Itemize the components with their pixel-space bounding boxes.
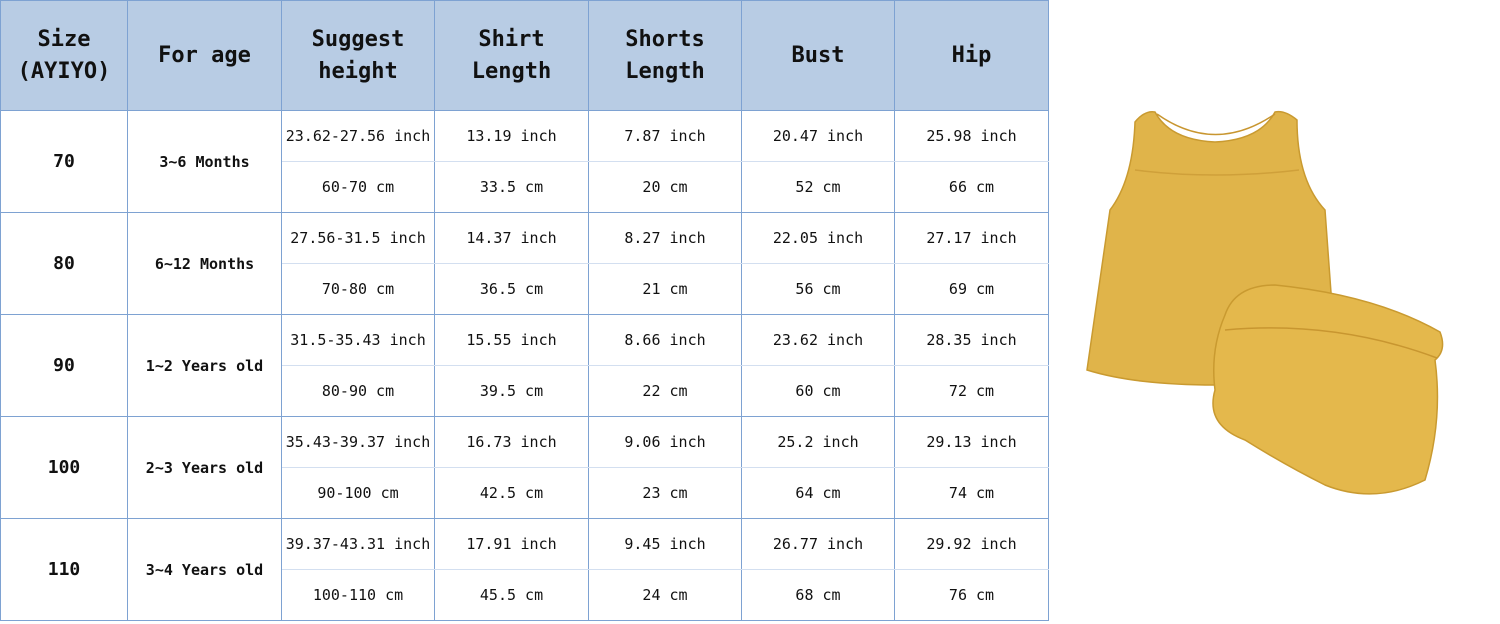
shorts-length-inch: 8.27 inch — [588, 212, 742, 264]
suggest-height-cm: 70-80 cm — [281, 263, 435, 315]
header-shorts-length: Shorts Length — [588, 0, 742, 111]
shorts-length-cm: 24 cm — [588, 569, 742, 621]
table-row-cm: 100-110 cm 45.5 cm 24 cm 68 cm 76 cm — [1, 569, 1049, 621]
age-cell: 3~4 Years old — [127, 518, 282, 621]
bust-cm: 64 cm — [741, 467, 895, 519]
table-row-cm: 70-80 cm 36.5 cm 21 cm 56 cm 69 cm — [1, 263, 1049, 315]
bloomer-shorts — [1212, 284, 1444, 495]
bust-inch: 25.2 inch — [741, 416, 895, 468]
age-cell: 1~2 Years old — [127, 314, 282, 417]
bust-inch: 20.47 inch — [741, 110, 895, 162]
header-suggest-height: Suggest height — [281, 0, 435, 111]
header-hip: Hip — [894, 0, 1049, 111]
header-shirt-length: Shirt Length — [434, 0, 589, 111]
size-cell: 80 — [0, 212, 128, 315]
hip-cm: 76 cm — [894, 569, 1049, 621]
shirt-length-cm: 45.5 cm — [434, 569, 589, 621]
shorts-length-cm: 21 cm — [588, 263, 742, 315]
shorts-length-cm: 20 cm — [588, 161, 742, 213]
suggest-height-cm: 100-110 cm — [281, 569, 435, 621]
hip-inch: 25.98 inch — [894, 110, 1049, 162]
table-row: 100 2~3 Years old 35.43-39.37 inch 16.73 in… — [0, 416, 1049, 519]
hip-inch: 27.17 inch — [894, 212, 1049, 264]
table-row: 70 3~6 Months 23.62-27.56 inch 13.19 inch 7.… — [0, 110, 1049, 213]
hip-cm: 72 cm — [894, 365, 1049, 417]
hip-inch: 28.35 inch — [894, 314, 1049, 366]
bust-cm: 56 cm — [741, 263, 895, 315]
shorts-length-inch: 7.87 inch — [588, 110, 742, 162]
suggest-height-cm: 90-100 cm — [281, 467, 435, 519]
shirt-length-cm: 36.5 cm — [434, 263, 589, 315]
table-row: 80 6~12 Months 27.56-31.5 inch 14.37 inch 8.… — [0, 212, 1049, 315]
hip-cm: 69 cm — [894, 263, 1049, 315]
shirt-length-inch: 15.55 inch — [434, 314, 589, 366]
header-size: Size (AYIYO) — [0, 0, 128, 111]
suggest-height-inch: 27.56-31.5 inch — [281, 212, 435, 264]
table-row: 110 3~4 Years old 39.37-43.31 inch 17.91 in… — [0, 518, 1049, 621]
shirt-length-cm: 39.5 cm — [434, 365, 589, 417]
size-cell: 100 — [0, 416, 128, 519]
bust-inch: 23.62 inch — [741, 314, 895, 366]
size-cell: 90 — [0, 314, 128, 417]
bust-inch: 26.77 inch — [741, 518, 895, 570]
suggest-height-cm: 80-90 cm — [281, 365, 435, 417]
age-cell: 6~12 Months — [127, 212, 282, 315]
shorts-length-cm: 23 cm — [588, 467, 742, 519]
header-for-age: For age — [127, 0, 282, 111]
hip-cm: 74 cm — [894, 467, 1049, 519]
shirt-length-inch: 13.19 inch — [434, 110, 589, 162]
suggest-height-cm: 60-70 cm — [281, 161, 435, 213]
suggest-height-inch: 35.43-39.37 inch — [281, 416, 435, 468]
table-row-cm: 90-100 cm 42.5 cm 23 cm 64 cm 74 cm — [1, 467, 1049, 519]
table-row-cm: 60-70 cm 33.5 cm 20 cm 52 cm 66 cm — [1, 161, 1049, 213]
shirt-length-inch: 16.73 inch — [434, 416, 589, 468]
shirt-length-inch: 14.37 inch — [434, 212, 589, 264]
bust-cm: 68 cm — [741, 569, 895, 621]
shorts-length-cm: 22 cm — [588, 365, 742, 417]
size-cell: 110 — [0, 518, 128, 621]
size-chart-table: Size (AYIYO) For age Suggest height Shirt L… — [0, 0, 1049, 621]
bust-cm: 60 cm — [741, 365, 895, 417]
hip-cm: 66 cm — [894, 161, 1049, 213]
header-bust: Bust — [741, 0, 895, 111]
size-cell: 70 — [0, 110, 128, 213]
table-row: 90 1~2 Years old 31.5-35.43 inch 15.55 inch… — [0, 314, 1049, 417]
shorts-length-inch: 8.66 inch — [588, 314, 742, 366]
age-cell: 3~6 Months — [127, 110, 282, 213]
shirt-length-cm: 33.5 cm — [434, 161, 589, 213]
hip-inch: 29.92 inch — [894, 518, 1049, 570]
header-row: Size (AYIYO) For age Suggest height Shirt L… — [0, 0, 1049, 111]
product-photo — [1086, 110, 1444, 495]
bust-cm: 52 cm — [741, 161, 895, 213]
suggest-height-inch: 23.62-27.56 inch — [281, 110, 435, 162]
suggest-height-inch: 31.5-35.43 inch — [281, 314, 435, 366]
shorts-length-inch: 9.06 inch — [588, 416, 742, 468]
bust-inch: 22.05 inch — [741, 212, 895, 264]
suggest-height-inch: 39.37-43.31 inch — [281, 518, 435, 570]
hip-inch: 29.13 inch — [894, 416, 1049, 468]
table-row-cm: 80-90 cm 39.5 cm 22 cm 60 cm 72 cm — [1, 365, 1049, 417]
age-cell: 2~3 Years old — [127, 416, 282, 519]
shirt-length-inch: 17.91 inch — [434, 518, 589, 570]
shirt-length-cm: 42.5 cm — [434, 467, 589, 519]
shorts-length-inch: 9.45 inch — [588, 518, 742, 570]
